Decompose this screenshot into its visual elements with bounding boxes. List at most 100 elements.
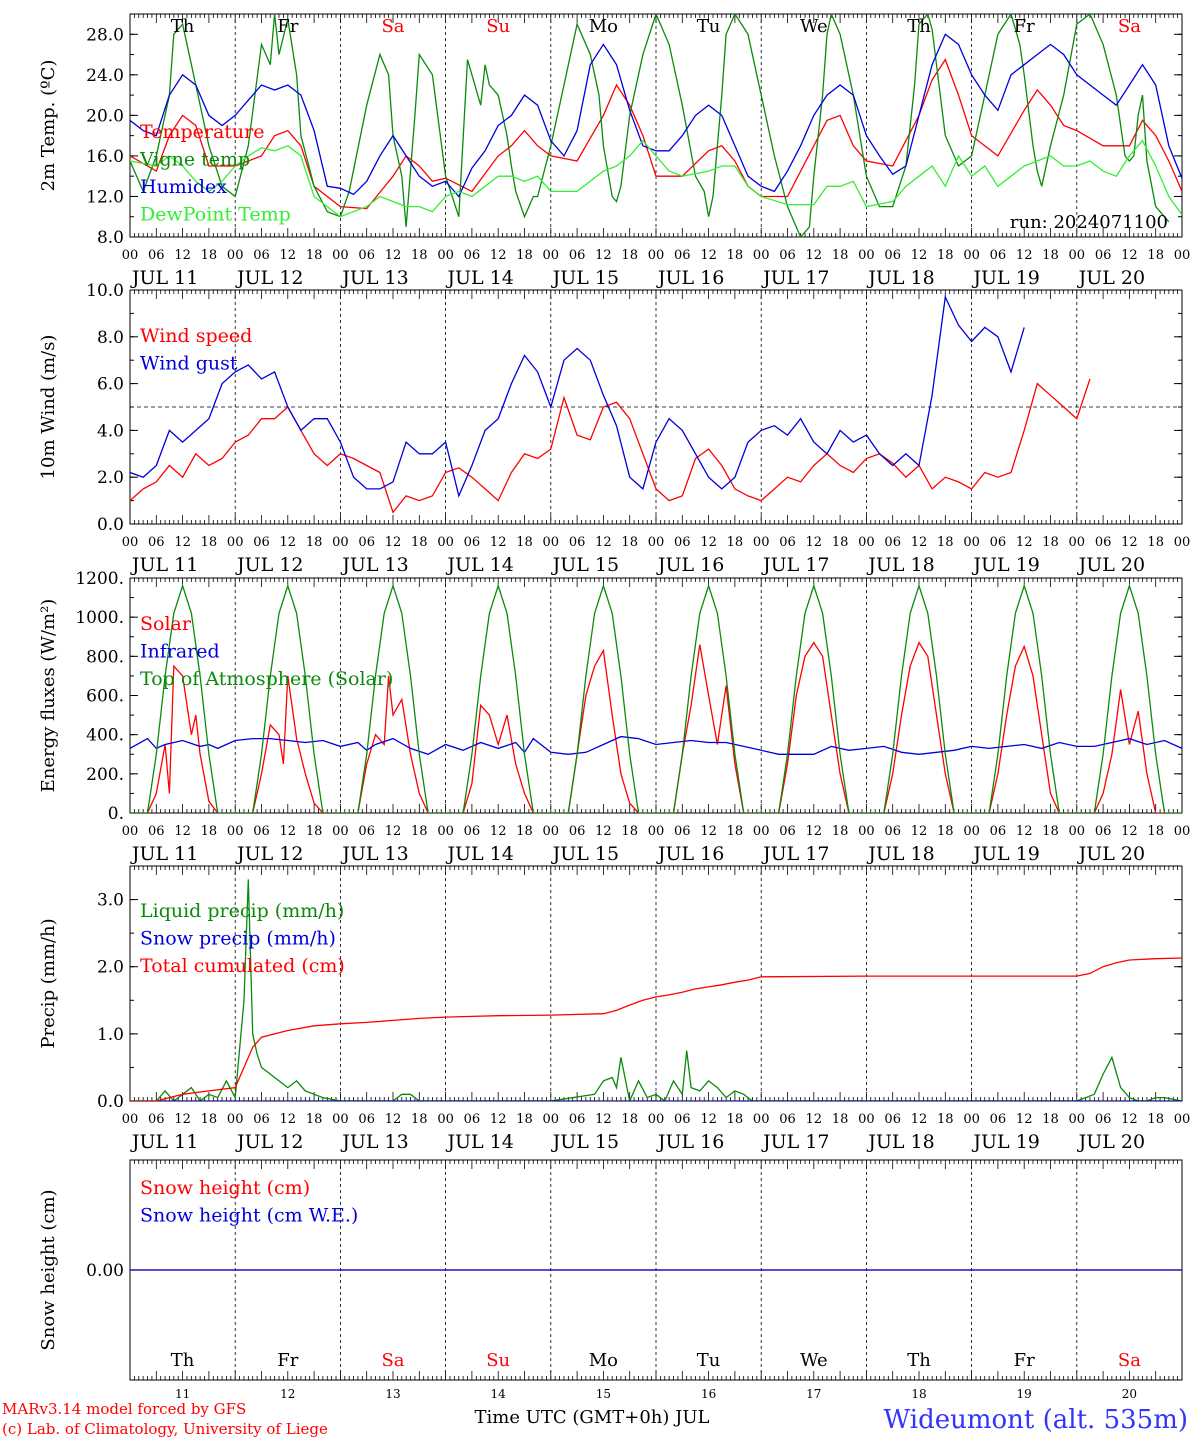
y-tick-label: 400. (86, 726, 124, 746)
hour-tick-label: 06 (148, 1112, 165, 1127)
legend-entry: Infrared (140, 641, 220, 663)
hour-tick-label: 12 (490, 248, 507, 263)
y-axis-label: Precip (mm/h) (38, 918, 59, 1048)
hour-tick-label: 12 (806, 248, 823, 263)
y-tick-label: 600. (86, 687, 124, 707)
hour-tick-label: 12 (806, 1112, 823, 1127)
hour-tick-label: 06 (253, 1112, 270, 1127)
hour-tick-label: 00 (648, 824, 665, 839)
series-group (130, 879, 1182, 1101)
hour-tick-label: 18 (937, 1112, 954, 1127)
day-label: JUL 15 (551, 554, 619, 576)
weekday-label: Sa (1118, 16, 1141, 37)
hour-tick-label: 12 (1016, 535, 1033, 550)
legend-entry: Wind gust (140, 353, 238, 375)
hour-tick-label: 00 (227, 248, 244, 263)
day-label: JUL 18 (866, 267, 934, 289)
hour-tick-label: 00 (332, 824, 349, 839)
legend-entry: Temperature (140, 121, 264, 143)
hour-tick-label: 06 (569, 248, 586, 263)
day-number-label: 13 (385, 1387, 400, 1401)
panel-snow: 0.00 Snow height (cm) Snow height (cm) Snow… (38, 1159, 1183, 1401)
series-humidex (130, 33, 1182, 198)
y-tick-label: 3.0 (97, 891, 124, 911)
day-label: JUL 11 (130, 554, 198, 576)
hour-tick-label: 06 (148, 248, 165, 263)
legend-entry: Snow height (cm W.E.) (140, 1205, 358, 1227)
y-tick-label: 1.0 (97, 1025, 124, 1045)
y-axis-label: 2m Temp. (ºC) (38, 60, 59, 192)
hour-tick-label: 18 (1042, 824, 1059, 839)
day-label: JUL 14 (445, 1131, 513, 1153)
hour-tick-label: 06 (569, 1112, 586, 1127)
day-label: JUL 20 (1077, 1131, 1145, 1153)
legend-entry: Humidex (140, 176, 227, 198)
day-label: JUL 20 (1077, 267, 1145, 289)
hour-tick-label: 00 (753, 1112, 770, 1127)
hour-tick-label: 00 (1069, 824, 1086, 839)
hour-tick-label: 18 (516, 248, 533, 263)
hour-tick-label: 00 (543, 248, 560, 263)
hour-tick-label: 06 (674, 824, 691, 839)
legend-entry: Total cumulated (cm) (140, 955, 345, 977)
weekday-label: Th (907, 1350, 931, 1371)
hour-tick-label: 18 (1147, 248, 1164, 263)
day-label: JUL 12 (235, 267, 303, 289)
hour-tick-label: 00 (437, 535, 454, 550)
panel-temperature: 8.0 12.0 16.0 20.0 24.0 28.0 2m Temp. (ºC) Temp… (38, 13, 1190, 289)
y-tick-label: 12.0 (86, 187, 124, 207)
station-name: Wideumont (alt. 535m) (884, 1405, 1188, 1435)
day-number-label: 19 (1017, 1387, 1032, 1401)
credit-line-2: (c) Lab. of Climatology, University of L… (2, 1420, 328, 1438)
hour-tick-label: 12 (1121, 1112, 1138, 1127)
hour-tick-label: 12 (1016, 824, 1033, 839)
hour-tick-label: 06 (990, 535, 1007, 550)
hour-tick-label: 00 (227, 824, 244, 839)
hour-tick-label: 18 (937, 824, 954, 839)
hour-tick-label: 12 (911, 824, 928, 839)
day-label: JUL 19 (971, 554, 1039, 576)
y-tick-label: 8.0 (97, 328, 124, 348)
legend-entry: Snow precip (mm/h) (140, 928, 336, 950)
weekday-label: Sa (381, 16, 404, 37)
day-number-label: 18 (911, 1387, 926, 1401)
hour-tick-label: 00 (543, 1112, 560, 1127)
hour-tick-label: 12 (595, 1112, 612, 1127)
hour-tick-label: 18 (1042, 1112, 1059, 1127)
hour-tick-label: 12 (490, 535, 507, 550)
hour-tick-label: 18 (832, 824, 849, 839)
day-label: JUL 15 (551, 843, 619, 865)
y-tick-label: 2.0 (97, 468, 124, 488)
hour-tick-label: 12 (806, 824, 823, 839)
hour-tick-label: 18 (201, 824, 218, 839)
y-axis-label: Energy fluxes (W/m²) (38, 599, 59, 793)
run-label: run: 2024071100 (1010, 212, 1168, 233)
day-label: JUL 19 (971, 1131, 1039, 1153)
hour-tick-label: 00 (648, 248, 665, 263)
series-wind-gust (130, 294, 1025, 498)
hour-tick-label: 06 (884, 824, 901, 839)
hour-tick-label: 18 (832, 535, 849, 550)
hour-tick-label: 12 (280, 535, 297, 550)
legend-entry: Solar (140, 613, 192, 635)
legend-entry: Wind speed (140, 325, 252, 347)
day-label: JUL 18 (866, 1131, 934, 1153)
day-label: JUL 17 (761, 267, 829, 289)
series-solar (130, 641, 1165, 813)
y-tick-label: 800. (86, 647, 124, 667)
hour-tick-label: 18 (832, 248, 849, 263)
hour-tick-label: 12 (700, 1112, 717, 1127)
hour-tick-label: 06 (569, 824, 586, 839)
hour-tick-label: 06 (358, 535, 375, 550)
hour-tick-label: 12 (385, 248, 402, 263)
hour-tick-label: 12 (1121, 248, 1138, 263)
day-number-label: 16 (701, 1387, 716, 1401)
y-tick-label: 4.0 (97, 421, 124, 441)
hour-tick-label: 06 (253, 248, 270, 263)
hour-tick-label: 18 (411, 824, 428, 839)
hour-tick-label: 18 (937, 535, 954, 550)
hour-tick-label: 06 (674, 1112, 691, 1127)
panel-radiation: 0. 200. 400. 600. 800. 1000. 1200. Energy fluxe… (38, 569, 1190, 865)
hour-tick-label: 18 (727, 248, 744, 263)
day-label: JUL 17 (761, 843, 829, 865)
